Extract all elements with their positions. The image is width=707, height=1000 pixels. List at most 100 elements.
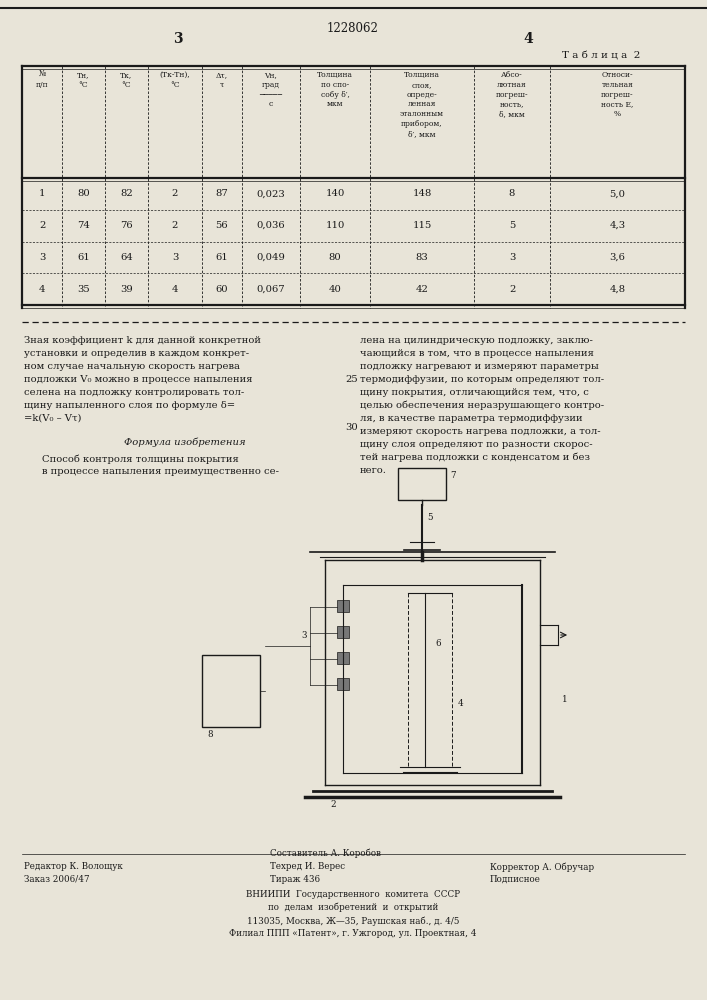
Text: 8: 8 bbox=[509, 189, 515, 198]
Text: 4,3: 4,3 bbox=[609, 221, 626, 230]
Text: 56: 56 bbox=[216, 221, 228, 230]
Text: 3: 3 bbox=[39, 253, 45, 262]
Text: 87: 87 bbox=[216, 189, 228, 198]
Text: 2: 2 bbox=[330, 800, 336, 809]
Text: Толщина
по спо-
собу δ′,
мкм: Толщина по спо- собу δ′, мкм bbox=[317, 71, 353, 108]
Text: 83: 83 bbox=[416, 253, 428, 262]
Text: измеряют скорость нагрева подложки, а тол-: измеряют скорость нагрева подложки, а то… bbox=[360, 427, 601, 436]
Text: Vн,
град
─────
с: Vн, град ───── с bbox=[259, 71, 283, 108]
Bar bbox=[337, 626, 349, 638]
Text: 40: 40 bbox=[329, 285, 341, 294]
Text: Тираж 436: Тираж 436 bbox=[270, 875, 320, 884]
Text: 4: 4 bbox=[523, 32, 533, 46]
Text: Филиал ППП «Патент», г. Ужгород, ул. Проектная, 4: Филиал ППП «Патент», г. Ужгород, ул. Про… bbox=[229, 929, 477, 938]
Bar bbox=[337, 600, 349, 612]
Text: чающийся в том, что в процессе напыления: чающийся в том, что в процессе напыления bbox=[360, 349, 594, 358]
Text: 3: 3 bbox=[301, 631, 307, 640]
Text: Tк,
°C: Tк, °C bbox=[120, 71, 133, 89]
Text: 1: 1 bbox=[562, 696, 568, 704]
Text: Составитель А. Коробов: Составитель А. Коробов bbox=[270, 849, 381, 858]
Bar bbox=[337, 678, 349, 690]
Text: 3: 3 bbox=[509, 253, 515, 262]
Text: 0,049: 0,049 bbox=[257, 253, 286, 262]
Text: 3,6: 3,6 bbox=[609, 253, 626, 262]
Text: 25: 25 bbox=[346, 375, 358, 384]
Text: щину покрытия, отличающийся тем, что, с: щину покрытия, отличающийся тем, что, с bbox=[360, 388, 589, 397]
Text: 64: 64 bbox=[120, 253, 133, 262]
Text: 61: 61 bbox=[216, 253, 228, 262]
Text: Tн,
°C: Tн, °C bbox=[77, 71, 90, 89]
Text: ля, в качестве параметра термодиффузии: ля, в качестве параметра термодиффузии bbox=[360, 414, 583, 423]
Text: Подписное: Подписное bbox=[490, 875, 541, 884]
Text: Зная коэффициент k для данной конкретной: Зная коэффициент k для данной конкретной bbox=[24, 336, 261, 345]
Text: 140: 140 bbox=[325, 189, 345, 198]
Text: 76: 76 bbox=[120, 221, 133, 230]
Text: 5: 5 bbox=[509, 221, 515, 230]
Text: 61: 61 bbox=[77, 253, 90, 262]
Text: 80: 80 bbox=[77, 189, 90, 198]
Text: 6: 6 bbox=[435, 639, 440, 648]
Text: 4: 4 bbox=[458, 698, 464, 708]
Text: целью обеспечения неразрушающего контро-: целью обеспечения неразрушающего контро- bbox=[360, 401, 604, 410]
Text: 0,036: 0,036 bbox=[257, 221, 286, 230]
Text: 80: 80 bbox=[329, 253, 341, 262]
Text: ном случае начальную скорость нагрева: ном случае начальную скорость нагрева bbox=[24, 362, 240, 371]
Text: тей нагрева подложки с конденсатом и без: тей нагрева подложки с конденсатом и без bbox=[360, 453, 590, 462]
Text: 5,0: 5,0 bbox=[609, 189, 626, 198]
Text: 3: 3 bbox=[173, 32, 183, 46]
Text: термодиффузии, по которым определяют тол-: термодиффузии, по которым определяют тол… bbox=[360, 375, 604, 384]
Text: 2: 2 bbox=[172, 189, 178, 198]
Text: 115: 115 bbox=[412, 221, 432, 230]
Text: Формула изобретения: Формула изобретения bbox=[124, 437, 246, 447]
Text: лена на цилиндрическую подложку, заклю-: лена на цилиндрическую подложку, заклю- bbox=[360, 336, 593, 345]
Text: 0,067: 0,067 bbox=[257, 285, 286, 294]
Text: щину напыленного слоя по формуле δ=: щину напыленного слоя по формуле δ= bbox=[24, 401, 235, 410]
Text: 110: 110 bbox=[325, 221, 345, 230]
Text: 8: 8 bbox=[207, 730, 213, 739]
Text: в процессе напыления преимущественно се-: в процессе напыления преимущественно се- bbox=[42, 467, 279, 476]
Text: 42: 42 bbox=[416, 285, 428, 294]
Text: подложки V₀ можно в процессе напыления: подложки V₀ можно в процессе напыления bbox=[24, 375, 252, 384]
Bar bbox=[398, 468, 446, 500]
Text: Корректор А. Обручар: Корректор А. Обручар bbox=[490, 862, 594, 871]
Text: 82: 82 bbox=[120, 189, 133, 198]
Text: установки и определив в каждом конкрет-: установки и определив в каждом конкрет- bbox=[24, 349, 249, 358]
Text: 7: 7 bbox=[450, 471, 455, 480]
Text: 60: 60 bbox=[216, 285, 228, 294]
Text: 0,023: 0,023 bbox=[257, 189, 286, 198]
Text: Т а б л и ц а  2: Т а б л и ц а 2 bbox=[561, 52, 640, 61]
Text: Абсо-
лютная
погреш-
ность,
δ, мкм: Абсо- лютная погреш- ность, δ, мкм bbox=[496, 71, 528, 118]
Text: 113035, Москва, Ж—35, Раушская наб., д. 4/5: 113035, Москва, Ж—35, Раушская наб., д. … bbox=[247, 916, 459, 926]
Text: 4: 4 bbox=[39, 285, 45, 294]
Text: Δτ,
τ: Δτ, τ bbox=[216, 71, 228, 89]
Text: ВНИИПИ  Государственного  комитета  СССР: ВНИИПИ Государственного комитета СССР bbox=[246, 890, 460, 899]
Text: 2: 2 bbox=[509, 285, 515, 294]
Text: Техред И. Верес: Техред И. Верес bbox=[270, 862, 345, 871]
Text: селена на подложку контролировать тол-: селена на подложку контролировать тол- bbox=[24, 388, 244, 397]
Text: 74: 74 bbox=[77, 221, 90, 230]
Text: по  делам  изобретений  и  открытий: по делам изобретений и открытий bbox=[268, 903, 438, 912]
Bar bbox=[337, 652, 349, 664]
Text: Толщина
слоя,
опреде-
ленная
эталонным
прибором,
δ′, мкм: Толщина слоя, опреде- ленная эталонным п… bbox=[400, 71, 444, 138]
Text: 2: 2 bbox=[172, 221, 178, 230]
Text: 5: 5 bbox=[427, 514, 433, 522]
Text: 2: 2 bbox=[39, 221, 45, 230]
Text: =k(V₀ – Vτ): =k(V₀ – Vτ) bbox=[24, 414, 81, 423]
Text: 4: 4 bbox=[172, 285, 178, 294]
Text: Способ контроля толщины покрытия: Способ контроля толщины покрытия bbox=[42, 454, 239, 464]
Text: №
п/п: № п/п bbox=[35, 71, 48, 89]
Text: щину слоя определяют по разности скорос-: щину слоя определяют по разности скорос- bbox=[360, 440, 592, 449]
Text: 1228062: 1228062 bbox=[327, 22, 379, 35]
Text: 4,8: 4,8 bbox=[609, 285, 626, 294]
Bar bbox=[202, 655, 260, 727]
Text: подложку нагревают и измеряют параметры: подложку нагревают и измеряют параметры bbox=[360, 362, 599, 371]
Text: Заказ 2006/47: Заказ 2006/47 bbox=[24, 875, 90, 884]
Text: 30: 30 bbox=[346, 423, 358, 432]
Text: (Tк-Tн),
°C: (Tк-Tн), °C bbox=[160, 71, 190, 89]
Text: 39: 39 bbox=[120, 285, 133, 294]
Text: 3: 3 bbox=[172, 253, 178, 262]
Text: него.: него. bbox=[360, 466, 387, 475]
Text: 35: 35 bbox=[77, 285, 90, 294]
Text: 1: 1 bbox=[39, 189, 45, 198]
Text: 148: 148 bbox=[412, 189, 432, 198]
